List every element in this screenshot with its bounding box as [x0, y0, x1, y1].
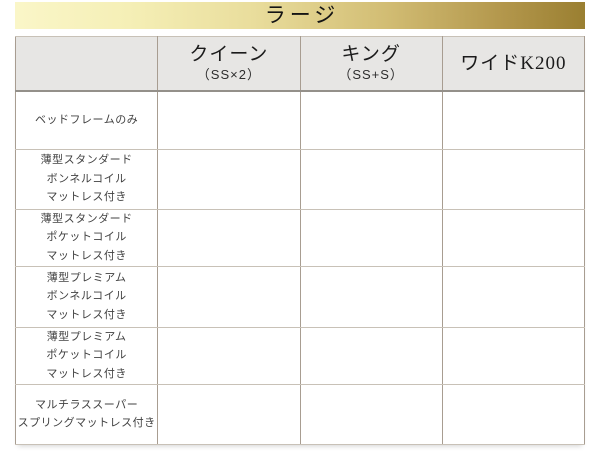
- price-cell: [157, 148, 301, 210]
- table-row: 薄型プレミアム ボンネルコイル マットレス付き: [14, 265, 586, 328]
- row-label: マルチラススーパー スプリングマットレス付き: [14, 383, 159, 445]
- table-row: ベッドフレームのみ: [14, 90, 586, 150]
- price-cell: [441, 326, 586, 385]
- price-cell: [299, 208, 443, 267]
- price-cell: [299, 326, 443, 385]
- column-header-king-sub: （SS+S）: [338, 67, 404, 83]
- column-header-wide-k200: ワイドK200: [441, 36, 586, 92]
- price-cell: [157, 383, 301, 445]
- price-cell: [157, 208, 301, 267]
- price-cell: [441, 90, 586, 150]
- row-label: 薄型スタンダード ボンネルコイル マットレス付き: [14, 148, 159, 210]
- table-header-row: クイーン （SS×2） キング （SS+S） ワイドK200: [14, 36, 586, 92]
- price-cell: [299, 383, 443, 445]
- table-row: 薄型プレミアム ポケットコイル マットレス付き: [14, 326, 586, 385]
- page-title: ラージ: [264, 3, 340, 27]
- table-row: マルチラススーパー スプリングマットレス付き: [14, 383, 586, 445]
- price-table: クイーン （SS×2） キング （SS+S） ワイドK200 ベッドフレームのみ: [14, 36, 586, 445]
- price-cell: [299, 265, 443, 328]
- price-cell: [157, 265, 301, 328]
- column-header-king: キング （SS+S）: [299, 36, 443, 92]
- column-header-blank: [14, 36, 159, 92]
- price-cell: [441, 148, 586, 210]
- price-cell: [299, 90, 443, 150]
- row-label: 薄型スタンダード ポケットコイル マットレス付き: [14, 208, 159, 267]
- price-cell: [157, 326, 301, 385]
- table-row: 薄型スタンダード ボンネルコイル マットレス付き: [14, 148, 586, 210]
- row-label: 薄型プレミアム ポケットコイル マットレス付き: [14, 326, 159, 385]
- table-row: 薄型スタンダード ポケットコイル マットレス付き: [14, 208, 586, 267]
- column-header-queen-sub: （SS×2）: [196, 67, 261, 83]
- row-label: ベッドフレームのみ: [14, 90, 159, 150]
- price-cell: [299, 148, 443, 210]
- column-header-king-label: キング: [341, 44, 401, 66]
- row-label: 薄型プレミアム ボンネルコイル マットレス付き: [14, 265, 159, 328]
- column-header-queen-label: クイーン: [189, 44, 269, 66]
- column-header-wide-k200-label: ワイドK200: [460, 52, 567, 74]
- price-cell: [441, 383, 586, 445]
- price-cell: [157, 90, 301, 150]
- header-bar: ラージ: [15, 2, 585, 29]
- price-cell: [441, 208, 586, 267]
- column-header-queen: クイーン （SS×2）: [157, 36, 301, 92]
- price-cell: [441, 265, 586, 328]
